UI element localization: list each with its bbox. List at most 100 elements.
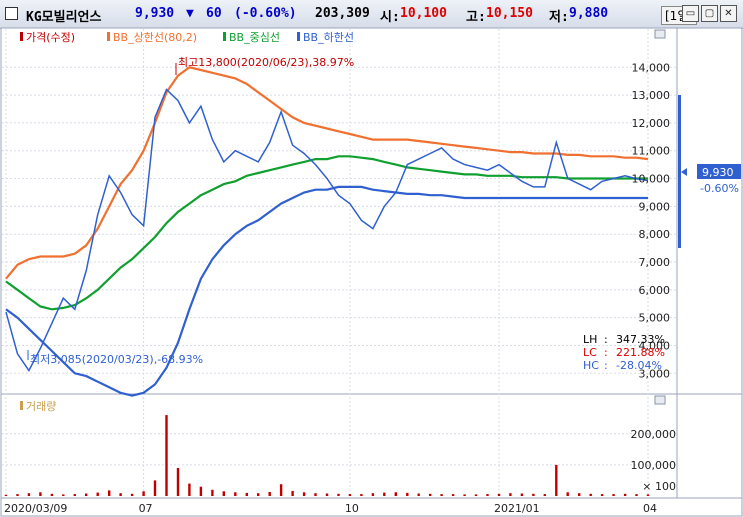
legend-swatch bbox=[20, 32, 23, 41]
stat-lh-label: LH bbox=[583, 333, 597, 346]
volume-bar bbox=[222, 491, 225, 496]
volume-bar bbox=[39, 492, 42, 496]
restore-icon[interactable]: ▢ bbox=[701, 5, 718, 22]
volume-bar bbox=[474, 494, 478, 496]
y-tick-label: 11,000 bbox=[632, 145, 671, 158]
volume-bar bbox=[520, 493, 524, 496]
volume-bar bbox=[646, 494, 650, 496]
volume-bar bbox=[394, 492, 397, 496]
stat-sep: : bbox=[604, 346, 608, 359]
legend-item-middle: BB_중심선 bbox=[229, 31, 280, 44]
volume-bar bbox=[108, 490, 111, 496]
x-tick-label: 04 bbox=[643, 502, 657, 515]
volume-bar bbox=[165, 415, 168, 496]
y-tick-label: 6,000 bbox=[639, 284, 671, 297]
price-panel bbox=[0, 27, 678, 395]
price-axis-panel bbox=[676, 27, 743, 395]
bollinger-bands bbox=[5, 66, 649, 397]
volume-bar bbox=[589, 493, 592, 496]
volume-bar bbox=[429, 493, 432, 496]
stat-hc-label: HC bbox=[583, 359, 599, 372]
volume-bar bbox=[4, 494, 8, 496]
open-label: 시: bbox=[380, 10, 400, 25]
x-tick-label: 2020/03/09 bbox=[4, 502, 67, 515]
y-tick-label: 8,000 bbox=[639, 228, 671, 241]
volume-bar bbox=[291, 491, 294, 496]
current-price: 9,930 bbox=[135, 6, 175, 21]
current-price-tag bbox=[697, 164, 741, 179]
volume-bar bbox=[451, 494, 455, 496]
volume-bar bbox=[612, 494, 615, 496]
volume-legend: 거래량 bbox=[20, 400, 56, 413]
legend-swatch bbox=[223, 32, 226, 41]
x-tick-label: 2021/01 bbox=[494, 502, 540, 515]
close-icon[interactable]: ✕ bbox=[720, 5, 737, 22]
change-arrow-icon: ▼ bbox=[186, 6, 194, 21]
price-legend: 가격(수정) BB_상한선(80,2) BB_중심선 BB_하한선 bbox=[20, 30, 354, 44]
y-tick-label: 4,000 bbox=[639, 339, 671, 352]
legend-item-upper: BB_상한선(80,2) bbox=[113, 31, 197, 44]
volume-bar bbox=[463, 494, 466, 496]
legend-swatch bbox=[297, 32, 300, 41]
current-change-tag-label: -0.60% bbox=[700, 182, 739, 195]
volume-bar bbox=[566, 492, 569, 496]
stat-hc-value: -28.04% bbox=[616, 359, 662, 372]
volume-bar bbox=[188, 483, 191, 496]
annotation-high: 최고13,800(2020/06/23),38.97% bbox=[178, 56, 354, 69]
y-tick-label: 3,000 bbox=[639, 367, 671, 380]
volume-bar bbox=[360, 494, 363, 496]
volume-bar bbox=[440, 494, 443, 496]
volume-value: 203,309 bbox=[315, 6, 370, 21]
price-change: 60 bbox=[206, 6, 222, 21]
volume-bar bbox=[486, 494, 489, 496]
volume-bar bbox=[406, 492, 409, 496]
x-tick-label: 10 bbox=[345, 502, 359, 515]
high-price: 10,150 bbox=[486, 6, 533, 21]
date-axis-panel bbox=[0, 497, 743, 517]
select-checkbox[interactable] bbox=[5, 7, 18, 20]
legend-swatch bbox=[20, 401, 23, 410]
volume-axis-panel bbox=[676, 393, 743, 499]
volume-bar bbox=[279, 484, 283, 496]
volume-bar bbox=[268, 492, 271, 496]
volume-bar bbox=[27, 493, 31, 496]
current-price-pointer-icon bbox=[681, 168, 687, 176]
legend-item-volume: 거래량 bbox=[26, 400, 56, 413]
y-tick-label: 5,000 bbox=[639, 312, 671, 325]
legend-swatch bbox=[107, 32, 110, 41]
band-line-2 bbox=[5, 155, 648, 311]
volume-bar bbox=[16, 494, 19, 496]
volume-bar bbox=[337, 493, 340, 496]
panel-handle-icon[interactable] bbox=[654, 395, 666, 405]
minimize-icon[interactable]: ▭ bbox=[682, 5, 699, 22]
volume-bars bbox=[4, 415, 650, 496]
volume-bar bbox=[417, 493, 420, 496]
volume-bar bbox=[73, 494, 76, 496]
volume-bar bbox=[543, 494, 546, 496]
volume-axis-ticks: 200,000 100,000 × 100 bbox=[631, 428, 677, 493]
panel-handle-icon[interactable] bbox=[654, 29, 666, 39]
legend-item-price: 가격(수정) bbox=[26, 31, 75, 44]
stock-name: KG모빌리언스 bbox=[26, 10, 102, 25]
volume-bar bbox=[497, 493, 501, 496]
volume-bar bbox=[119, 493, 122, 496]
range-marker bbox=[678, 95, 681, 248]
volume-bar bbox=[245, 492, 248, 496]
volume-unit-label: × 100 bbox=[642, 480, 676, 493]
y-tick-label: 12,000 bbox=[632, 117, 671, 130]
y-tick-label: 14,000 bbox=[632, 61, 671, 74]
stats-box: LH : 347.33% LC : 221.88% HC : -28.04% bbox=[583, 333, 665, 372]
low-label: 저: bbox=[549, 10, 569, 25]
volume-bar bbox=[199, 486, 203, 496]
volume-grid bbox=[2, 433, 676, 466]
price-axis-ticks: 14,000 13,000 12,000 11,000 10,000 9,000 8,000… bbox=[632, 61, 671, 380]
annotation-low: 최저3,085(2020/03/23),-68.93% bbox=[30, 353, 203, 366]
volume-bar bbox=[62, 494, 65, 496]
volume-bar bbox=[371, 493, 375, 496]
price-grid bbox=[2, 29, 676, 497]
volume-bar bbox=[142, 491, 145, 496]
volume-bar bbox=[383, 492, 386, 496]
stat-lc-label: LC bbox=[583, 346, 597, 359]
